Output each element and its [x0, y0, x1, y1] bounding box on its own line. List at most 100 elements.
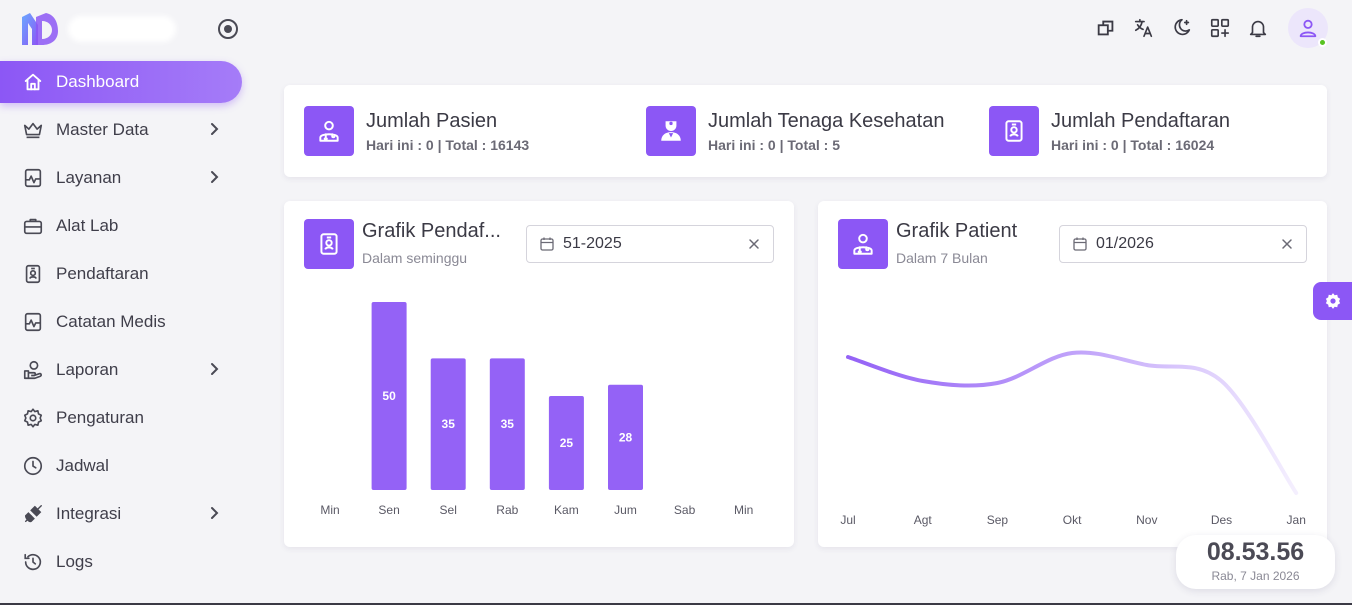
sidebar-item-laporan[interactable]: Laporan: [0, 349, 242, 391]
moon-stars-icon[interactable]: [1170, 16, 1194, 40]
chevron-right-icon: [211, 123, 219, 135]
theme-customizer-button[interactable]: [1313, 282, 1352, 320]
x-tick-label: Sen: [378, 503, 399, 517]
bar[interactable]: [548, 396, 584, 490]
stat-jumlah-pasien: Jumlah Pasien Hari ini : 0 | Total : 161…: [304, 106, 529, 156]
brand[interactable]: [20, 10, 172, 48]
sidebar-item-layanan[interactable]: Layanan: [0, 157, 242, 199]
top-bar: [1080, 8, 1328, 48]
stat-subtitle: Hari ini : 0 | Total : 16143: [366, 137, 530, 153]
clock-time: 08.53.56: [1206, 538, 1305, 566]
line-chart: Jul Agt Sep Okt Nov Des Jan: [840, 350, 1306, 527]
x-tick-label: Des: [1211, 513, 1232, 527]
x-tick-label: Jul: [840, 513, 855, 527]
calendar-icon: [540, 237, 554, 251]
sidebar-item-pengaturan[interactable]: Pengaturan: [0, 397, 242, 439]
report-medical-icon: [22, 167, 44, 189]
apps-grid-icon[interactable]: [1208, 16, 1232, 40]
bar[interactable]: [430, 358, 466, 490]
sidebar-item-label: Integrasi: [56, 504, 122, 523]
bell-icon[interactable]: [1246, 16, 1270, 40]
x-tick-label: Min: [734, 503, 753, 517]
id-badge-icon: [22, 263, 44, 285]
x-tick-label: Kam: [554, 503, 579, 517]
bar-data-label: 35: [501, 417, 515, 431]
series-line[interactable]: [846, 350, 1299, 495]
x-tick-label: Jum: [614, 503, 637, 517]
clear-icon[interactable]: [1280, 237, 1294, 251]
plug-icon: [22, 503, 44, 525]
x-tick-label: Min: [320, 503, 339, 517]
translate-icon[interactable]: [1132, 16, 1156, 40]
online-status-dot: [1318, 38, 1327, 47]
sidebar-item-label: Master Data: [56, 120, 149, 139]
x-tick-label: Sel: [440, 503, 457, 517]
patient-icon: [304, 106, 354, 156]
stats-card: Jumlah Pasien Hari ini : 0 | Total : 161…: [284, 85, 1327, 177]
sidebar-item-label: Alat Lab: [56, 216, 119, 235]
gear-icon: [22, 407, 44, 429]
bar-data-label: 25: [560, 436, 574, 450]
bar-data-label: 28: [619, 430, 633, 444]
x-tick-label: Sep: [987, 513, 1009, 527]
id-badge-icon: [989, 106, 1039, 156]
sidebar-item-integrasi[interactable]: Integrasi: [0, 493, 242, 535]
sidebar-collapse-toggle[interactable]: [218, 19, 238, 39]
sidebar-item-label: Jadwal: [56, 456, 109, 475]
clock-icon: [22, 455, 44, 477]
x-tick-label: Rab: [496, 503, 518, 517]
sidebar-item-pendaftaran[interactable]: Pendaftaran: [0, 253, 242, 295]
home-icon: [22, 71, 44, 93]
clear-icon[interactable]: [747, 237, 761, 251]
medical-record-icon: [22, 311, 44, 333]
user-report-icon: [22, 359, 44, 381]
sidebar-item-catatan-medis[interactable]: Catatan Medis: [0, 301, 242, 343]
chevron-right-icon: [211, 363, 219, 375]
gear-icon: [1325, 293, 1340, 309]
chart-title: Grafik Pendaf...: [362, 220, 501, 242]
sidebar-nav: Dashboard Master Data Layanan Alat Lab: [0, 61, 242, 589]
clock-date: Rab, 7 Jan 2026: [1211, 569, 1300, 583]
bar[interactable]: [371, 302, 407, 490]
sidebar-item-jadwal[interactable]: Jadwal: [0, 445, 242, 487]
stat-title: Jumlah Pasien: [366, 110, 498, 132]
briefcase-icon: [22, 215, 44, 237]
sidebar-item-label: Catatan Medis: [56, 312, 166, 331]
stat-title: Jumlah Tenaga Kesehatan: [708, 110, 945, 132]
chevron-right-icon: [211, 171, 219, 183]
sidebar-item-label: Dashboard: [56, 72, 140, 91]
user-avatar[interactable]: [1288, 8, 1328, 48]
bottom-divider: [0, 603, 1352, 605]
sidebar-item-alat-lab[interactable]: Alat Lab: [0, 205, 242, 247]
bar[interactable]: [608, 384, 643, 490]
sidebar-item-label: Logs: [56, 552, 93, 571]
doctor-icon: [646, 106, 696, 156]
stat-subtitle: Hari ini : 0 | Total : 5: [708, 137, 841, 153]
chart-title: Grafik Patient: [896, 220, 1018, 242]
x-tick-label: Jan: [1287, 513, 1306, 527]
week-picker-value: 51-2025: [563, 235, 622, 252]
x-tick-label: Sab: [674, 503, 696, 517]
calendar-icon: [1073, 237, 1087, 251]
chevron-right-icon: [211, 507, 219, 519]
bar[interactable]: [489, 358, 525, 490]
week-picker-input[interactable]: 51-2025: [526, 225, 774, 263]
sidebar-item-logs[interactable]: Logs: [0, 541, 242, 583]
sidebar-item-label: Pendaftaran: [56, 264, 149, 283]
sidebar-item-dashboard[interactable]: Dashboard: [0, 61, 242, 103]
sidebar-item-master-data[interactable]: Master Data: [0, 109, 242, 151]
stat-title: Jumlah Pendaftaran: [1051, 110, 1231, 132]
window-stack-icon[interactable]: [1094, 16, 1118, 40]
x-tick-label: Nov: [1136, 513, 1157, 527]
sidebar: Dashboard Master Data Layanan Alat Lab: [0, 0, 256, 605]
chart-card-patient: Grafik Patient Dalam 7 Bulan 01/2026 Jul…: [818, 201, 1327, 547]
user-icon: [1299, 19, 1317, 38]
chart-subtitle: Dalam 7 Bulan: [896, 250, 988, 266]
sidebar-item-label: Laporan: [56, 360, 119, 379]
bar-chart: Min 50 Sen 35 Sel 35 Rab 25 Kam 28 Jum Sab Min: [320, 302, 753, 517]
x-tick-label: Agt: [914, 513, 933, 527]
brand-name-redacted: [72, 20, 172, 38]
month-picker-input[interactable]: 01/2026: [1059, 225, 1307, 263]
history-icon: [22, 551, 44, 573]
month-picker-value: 01/2026: [1096, 235, 1154, 252]
